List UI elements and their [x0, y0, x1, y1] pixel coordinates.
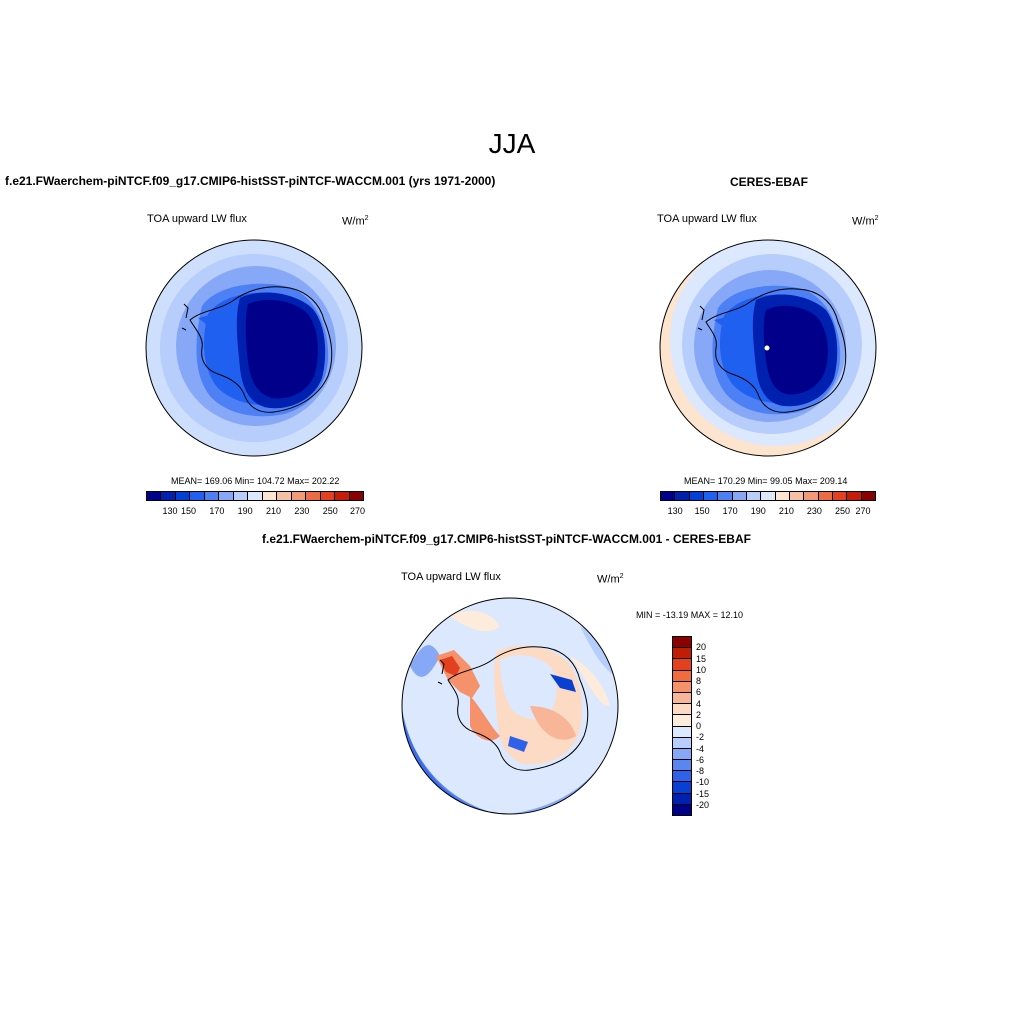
obs-cbar-tick: 170 [722, 506, 738, 516]
diff-cbar-tick: -8 [696, 766, 705, 776]
colorbar-swatch [161, 492, 176, 500]
colorbar-swatch [732, 492, 747, 500]
diff-cbar-tick: 20 [696, 642, 707, 653]
diff-cbar-tick: 6 [696, 687, 702, 698]
colorbar-swatch [291, 492, 307, 500]
obs-cbar-tick: 130 [667, 506, 683, 516]
diff-cbar-tick: 15 [696, 653, 707, 664]
model-stats: MEAN= 169.06 Min= 104.72 Max= 202.22 [171, 476, 340, 486]
model-cbar-tick: 210 [266, 506, 282, 516]
obs-cbar-tick: 230 [806, 506, 822, 516]
colorbar-swatch [147, 492, 162, 500]
colorbar-swatch [789, 492, 805, 500]
colorbar-swatch [219, 492, 234, 500]
model-cbar-tick: 130 [162, 506, 178, 516]
colorbar-swatch [832, 492, 848, 500]
obs-cbar-tick: 190 [750, 506, 766, 516]
model-variable-label: TOA upward LW flux [147, 213, 247, 225]
colorbar-swatch [818, 492, 833, 500]
colorbar-swatch [673, 771, 691, 783]
diff-units-label: W/m2 [597, 573, 624, 586]
obs-cbar-tick: 150 [694, 506, 710, 516]
season-title: JJA [488, 128, 536, 159]
model-cbar-tick: 250 [322, 506, 338, 516]
colorbar-swatch [661, 492, 676, 500]
diff-cbar-tick: -15 [696, 788, 710, 799]
colorbar-swatch [689, 492, 704, 500]
colorbar-swatch [761, 492, 776, 500]
colorbar-swatch [673, 692, 691, 705]
model-cbar-tick: 150 [180, 506, 197, 516]
colorbar-swatch [673, 726, 691, 738]
colorbar-swatch [673, 793, 691, 805]
diff-cbar-tick: -20 [696, 799, 710, 810]
colorbar-swatch [804, 492, 819, 500]
obs-panel-title: CERES-EBAF [730, 175, 809, 189]
obs-cbar-tick: 250 [835, 506, 851, 516]
diff-panel-title: f.e21.FWaerchem-piNTCF.f09_g17.CMIP6-his… [262, 532, 751, 546]
obs-stats: MEAN= 170.29 Min= 99.05 Max= 209.14 [684, 476, 848, 486]
colorbar-swatch [204, 492, 220, 500]
colorbar-swatch [673, 670, 691, 682]
colorbar-swatch [673, 659, 691, 671]
colorbar-swatch [673, 748, 691, 761]
diff-polar-map [401, 597, 619, 815]
diff-cbar-tick: -2 [696, 732, 705, 743]
model-cbar-tick: 190 [237, 506, 253, 516]
colorbar-swatch [673, 760, 691, 772]
obs-cbar-tick: 210 [778, 506, 794, 516]
obs-colorbar [660, 491, 876, 501]
colorbar-swatch [349, 492, 364, 500]
colorbar-swatch [306, 492, 321, 500]
colorbar-swatch [673, 637, 691, 649]
model-colorbar [146, 491, 364, 501]
diff-cbar-tick: 0 [696, 721, 702, 731]
colorbar-swatch [673, 704, 691, 716]
obs-cbar-tick: 270 [855, 506, 871, 516]
colorbar-swatch [775, 492, 790, 500]
diff-stats: MIN = -13.19 MAX = 12.10 [636, 610, 744, 620]
colorbar-swatch [248, 492, 263, 500]
obs-units-label: W/m2 [852, 215, 879, 228]
colorbar-swatch [673, 715, 691, 727]
colorbar-swatch [262, 492, 278, 500]
colorbar-swatch [673, 804, 691, 815]
model-polar-map [145, 239, 363, 457]
colorbar-swatch [277, 492, 292, 500]
diff-colorbar-labels: 20 15 10 8 6 4 2 0 -2 -4 -6 -8 -10 -15 -20 [696, 636, 726, 816]
colorbar-swatch [233, 492, 249, 500]
colorbar-swatch [673, 782, 691, 794]
colorbar-swatch [175, 492, 191, 500]
diff-cbar-tick: -4 [696, 743, 705, 754]
model-cbar-tick: 270 [349, 506, 365, 516]
colorbar-swatch [335, 492, 350, 500]
colorbar-swatch [190, 492, 205, 500]
model-cbar-tick: 230 [294, 506, 310, 516]
diff-cbar-tick: -6 [696, 754, 705, 765]
diff-cbar-tick: 10 [696, 664, 707, 675]
colorbar-swatch [673, 648, 691, 660]
model-units-label: W/m2 [342, 215, 369, 228]
diff-cbar-tick: 4 [696, 698, 702, 709]
diff-cbar-tick: 2 [696, 709, 702, 720]
diff-variable-label: TOA upward LW flux [401, 571, 501, 583]
obs-variable-label: TOA upward LW flux [657, 213, 757, 225]
colorbar-swatch [746, 492, 762, 500]
colorbar-swatch [320, 492, 336, 500]
colorbar-swatch [673, 737, 691, 749]
diff-colorbar [672, 636, 692, 816]
model-colorbar-labels: 130 150 170 190 210 230 250 270 [146, 506, 365, 518]
colorbar-swatch [861, 492, 875, 500]
diff-cbar-tick: -10 [696, 777, 710, 788]
model-cbar-tick: 170 [209, 506, 225, 516]
colorbar-swatch [703, 492, 719, 500]
colorbar-swatch [673, 681, 691, 693]
colorbar-swatch [718, 492, 733, 500]
model-panel-title: f.e21.FWaerchem-piNTCF.f09_g17.CMIP6-his… [5, 174, 496, 188]
obs-polar-map [659, 239, 877, 457]
colorbar-swatch [675, 492, 690, 500]
diff-cbar-tick: 8 [696, 676, 702, 686]
obs-colorbar-labels: 130 150 170 190 210 230 250 270 [660, 506, 876, 518]
colorbar-swatch [847, 492, 862, 500]
